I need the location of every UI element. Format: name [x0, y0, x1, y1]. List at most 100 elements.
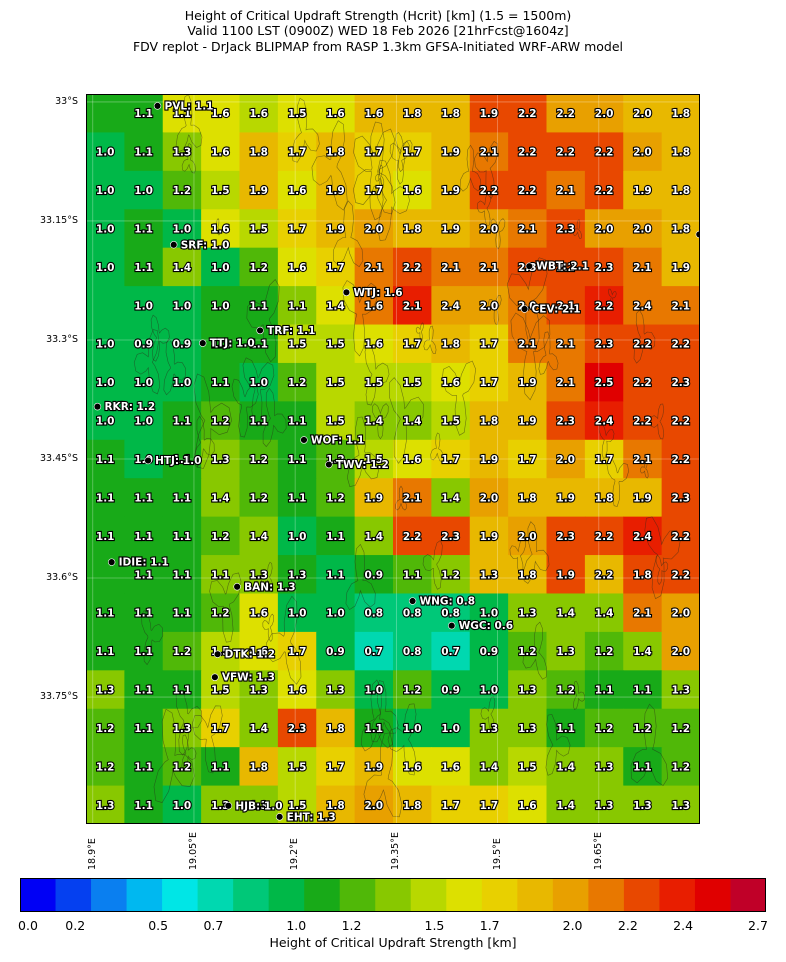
grid-cell	[201, 747, 241, 787]
grid-cell	[508, 516, 548, 556]
grid-cell	[661, 593, 700, 633]
station-dot	[233, 583, 241, 591]
contour-line	[266, 595, 302, 685]
contour-line	[231, 378, 259, 438]
grid-value-label: 1.1	[211, 377, 230, 389]
station-label: RKR: 1.2	[104, 401, 155, 413]
station-marker[interactable]: WTJ: 1.6	[342, 286, 404, 300]
grid-value-label: 2.1	[480, 147, 499, 159]
grid-cell	[508, 324, 548, 364]
grid-value-label: 1.3	[671, 800, 690, 812]
grid-value-label: 1.8	[441, 108, 460, 120]
grid-value-label: 1.2	[518, 646, 537, 658]
grid-value-label: 1.0	[96, 377, 115, 389]
station-dot	[144, 456, 152, 465]
grid-cell	[508, 785, 548, 824]
colorbar-swatch	[126, 878, 163, 912]
grid-cell	[124, 747, 164, 787]
grid-cell	[584, 708, 624, 748]
grid-value-label: 1.1	[633, 761, 652, 773]
grid-cell	[623, 631, 663, 671]
grid-cell	[661, 362, 700, 402]
grid-value-label: 1.1	[173, 685, 192, 697]
grid-value-label: 1.2	[249, 454, 268, 466]
grid-value-label: 2.1	[556, 339, 575, 351]
station-dot	[448, 621, 456, 630]
grid-cell	[469, 747, 509, 787]
station-marker[interactable]: WOF: 1.1	[300, 433, 366, 448]
grid-cell	[277, 439, 317, 479]
station-marker[interactable]: TWV: 1.2	[325, 458, 390, 472]
station-label: EHT: 1.3	[287, 811, 336, 823]
grid-value-label: 2.2	[403, 531, 422, 543]
grid-cell	[86, 286, 125, 326]
station-marker[interactable]: PVL: 1.1	[153, 99, 215, 114]
grid-cell	[393, 324, 432, 364]
station-marker[interactable]: TRF: 1.1	[256, 324, 316, 338]
contour-line	[370, 680, 399, 743]
grid-value-label: 1.4	[556, 761, 575, 773]
station-dot	[342, 288, 351, 297]
station-marker[interactable]: VFW: 1.3	[211, 671, 276, 685]
grid-cell	[239, 670, 279, 710]
grid-value-label: 1.4	[364, 416, 383, 428]
contour-line	[395, 132, 413, 173]
station-marker[interactable]: WNG: 0.8	[408, 594, 476, 609]
grid-value-label: 1.7	[441, 800, 460, 812]
grid-value-label: 2.4	[633, 531, 652, 543]
hcrit-map[interactable]: 1.1 1.1 1.6 1.6 1.5 1.6 1.6 1.8 1.8 1.9 2.2 2.2 2.0 2…	[86, 94, 700, 824]
station-marker[interactable]: DTK: 1.2	[213, 648, 276, 662]
grid-cell	[469, 516, 509, 556]
grid-cell	[239, 209, 279, 249]
grid-cell	[546, 286, 586, 326]
station-marker[interactable]: HTJ: 1.0	[144, 454, 202, 468]
grid-value-label: 1.3	[595, 800, 614, 812]
grid-cell	[277, 631, 317, 671]
colorbar-tick-label: 2.2	[617, 918, 638, 933]
grid-value-label: 1.9	[556, 569, 575, 581]
contour-line	[193, 415, 215, 468]
grid-cell	[162, 670, 202, 710]
grid-cell	[584, 209, 624, 249]
contour-line	[262, 387, 287, 448]
grid-value-label: 1.1	[403, 569, 422, 581]
grid-value-label: 1.6	[441, 761, 460, 773]
lon-tick-label: 19.5°E	[491, 838, 503, 870]
grid-cell	[661, 286, 700, 326]
grid-cell	[316, 670, 356, 710]
station-marker[interactable]: CEV: 2.1	[520, 302, 582, 317]
station-marker[interactable]: HJB: 1.0	[224, 799, 284, 813]
grid-value-label: 1.4	[480, 761, 499, 773]
grid-cell	[162, 555, 202, 595]
station-marker[interactable]: WBT: 2.1	[525, 260, 590, 274]
grid-cell	[546, 555, 586, 595]
grid-value-label: 1.6	[288, 685, 307, 697]
station-marker[interactable]: IDIE: 1.1	[107, 556, 170, 570]
station-marker[interactable]: TTJ: 1.0	[199, 337, 256, 351]
grid-value-label: 1.2	[249, 492, 268, 504]
grid-value-label: 1.6	[403, 761, 422, 773]
station-marker[interactable]: BAN: 1.3	[233, 580, 297, 594]
grid-value-label: 1.6	[288, 262, 307, 274]
grid-value-label: 1.3	[96, 800, 115, 812]
lat-tick-label: 33.45°S	[40, 453, 78, 464]
grid-cell	[124, 708, 164, 748]
contour-line	[655, 554, 669, 586]
grid-value-label: 1.8	[633, 569, 652, 581]
grid-value-label: 1.9	[441, 185, 460, 197]
station-marker[interactable]: SRF: 1.0	[170, 238, 231, 252]
station-marker[interactable]: EHT: 1.3	[275, 810, 337, 824]
grid-cell	[393, 708, 432, 748]
station-dot	[199, 339, 207, 347]
grid-cell	[661, 170, 700, 210]
grid-value-label: 1.8	[518, 569, 537, 581]
grid-cell	[162, 593, 202, 633]
grid-value-label: 1.6	[288, 185, 307, 197]
contour-line	[209, 572, 242, 643]
grid-value-label: 1.5	[288, 108, 307, 120]
station-marker[interactable]: RKR: 1.2	[93, 400, 156, 414]
contour-line	[538, 331, 559, 375]
grid-cell	[584, 362, 624, 402]
contour-line	[608, 288, 617, 307]
station-marker[interactable]: WGC: 0.6	[448, 619, 514, 633]
